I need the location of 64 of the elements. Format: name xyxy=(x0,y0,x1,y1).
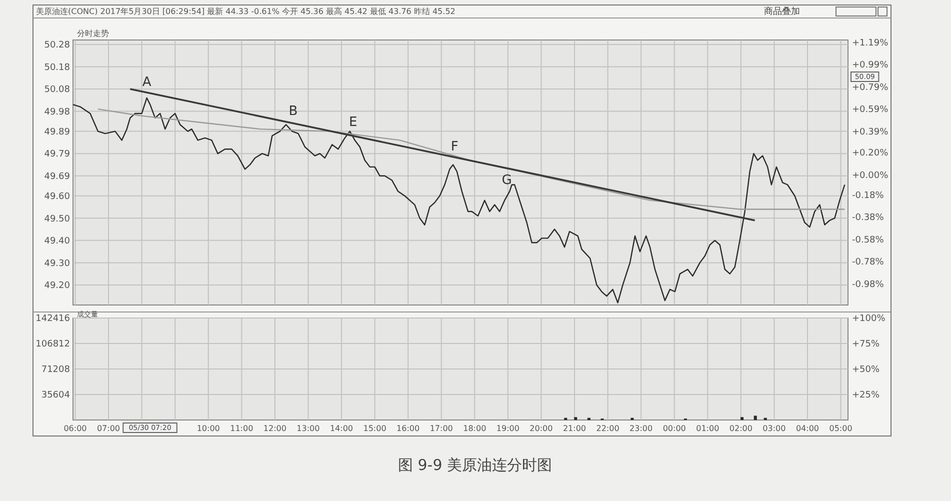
y2-tick-label: +25% xyxy=(852,390,880,401)
y2-tick-label: +0.79% xyxy=(852,82,889,93)
x-tick-label: 00:00 xyxy=(662,424,686,433)
x-tick-label: 01:00 xyxy=(696,424,720,433)
y-tick-label: 50.18 xyxy=(44,62,70,73)
y-tick-label: 49.69 xyxy=(44,172,70,182)
x-tick-label: 16:00 xyxy=(396,424,420,433)
y-tick-label: 49.50 xyxy=(44,214,70,224)
y-tick-label: 49.98 xyxy=(44,107,70,118)
annotation: G xyxy=(502,172,512,188)
y-tick-label: 106812 xyxy=(36,340,70,350)
y-tick-label: 49.30 xyxy=(44,258,70,269)
y2-tick-label: +50% xyxy=(852,365,880,376)
annotation: F xyxy=(450,140,458,155)
chart-subtitle: 分时走势 xyxy=(77,29,109,38)
y-tick-label: 71208 xyxy=(41,365,70,376)
x-tick-label: 20:00 xyxy=(530,424,553,433)
x-tick-label: 18:00 xyxy=(463,424,486,433)
y-tick-label: 50.08 xyxy=(44,85,70,96)
y-tick-label: 50.28 xyxy=(44,40,70,51)
chart-title: 美原油连(CONC) 2017年5月30日 [06:29:54] 最新 44.33 -0.61% 今开 45.36 最高 45.42 最低 43.76 昨结 45.52 xyxy=(36,7,456,16)
y2-tick-label: +0.59% xyxy=(852,105,889,116)
x-tick-label: 21:00 xyxy=(562,424,586,433)
x-tick-label: 15:00 xyxy=(363,424,386,433)
x-tick-label: 04:00 xyxy=(796,424,820,433)
x-tick-label: 03:00 xyxy=(762,424,786,433)
y2-tick-label: -0.98% xyxy=(852,280,884,290)
x-tick-label: 17:00 xyxy=(430,424,453,433)
x-tick-label: 06:00 xyxy=(64,424,87,433)
y2-tick-label: -0.38% xyxy=(852,213,884,224)
y-tick-label: 49.89 xyxy=(44,127,70,138)
x-tick-label: 07:00 xyxy=(96,424,120,433)
x-tick-label: 05:00 xyxy=(829,424,852,433)
x-tick-label: 14:00 xyxy=(330,424,354,433)
x-tick-label: 02:00 xyxy=(729,424,752,433)
y2-tick-label: +0.00% xyxy=(852,170,889,181)
y2-tick-label: -0.58% xyxy=(852,235,884,246)
y2-tick-label: +1.19% xyxy=(852,38,889,48)
y-tick-label: 49.60 xyxy=(44,192,70,202)
x-tick-label: 23:00 xyxy=(630,424,653,433)
y2-tick-label: +0.20% xyxy=(852,148,889,159)
y-tick-label: 49.20 xyxy=(44,281,70,292)
text: 商品叠加 xyxy=(764,6,800,17)
annotation: E xyxy=(349,115,358,130)
x-tick-label: 22:00 xyxy=(596,424,620,433)
x-tick-label: 12:00 xyxy=(263,424,286,433)
x-tick-label: 11:00 xyxy=(230,424,254,433)
caption: 图 9-9 美原油连分时图 xyxy=(398,456,552,474)
y-tick-label: 49.40 xyxy=(44,236,70,247)
y2-tick-label: -0.78% xyxy=(852,258,884,268)
y2-tick-label: +75% xyxy=(852,340,880,350)
y2-tick-label: +0.39% xyxy=(852,127,889,138)
annotation: A xyxy=(142,74,152,90)
x-tick-label: 10:00 xyxy=(196,424,220,433)
y2-tick-label: +100% xyxy=(852,314,886,324)
y-tick-label: 49.79 xyxy=(44,150,70,160)
y2-tick-label: -0.18% xyxy=(852,190,884,201)
line-series xyxy=(72,97,846,304)
y-tick-label: 142416 xyxy=(36,314,70,324)
x-tick-label: 19:00 xyxy=(496,424,520,433)
x-tick-label: 13:00 xyxy=(296,424,320,433)
y-tick-label: 35604 xyxy=(41,390,70,401)
y2-tick-label: +0.99% xyxy=(852,60,889,71)
annotation: B xyxy=(288,104,298,119)
